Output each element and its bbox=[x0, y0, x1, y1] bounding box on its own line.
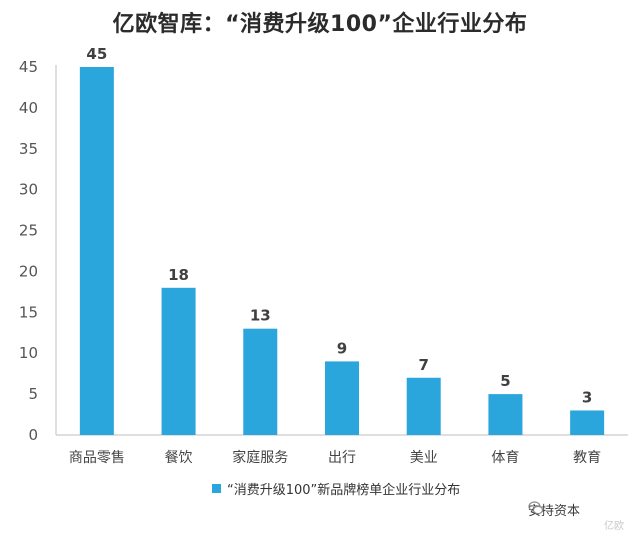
x-tick-label: 餐饮 bbox=[165, 450, 193, 466]
bar bbox=[488, 394, 523, 435]
x-tick-label: 商品零售 bbox=[69, 450, 125, 466]
bar bbox=[325, 361, 359, 435]
data-label: 3 bbox=[582, 388, 592, 406]
data-label: 45 bbox=[86, 45, 107, 63]
y-tick-label: 10 bbox=[19, 344, 38, 362]
chart-legend: “消费升级100”新品牌榜单企业行业分布 bbox=[212, 479, 460, 498]
chart-bars bbox=[79, 67, 605, 435]
x-tick-label: 出行 bbox=[328, 450, 356, 466]
x-tick-label: 美业 bbox=[410, 450, 438, 466]
chart-labels: 45 商品零售 18 餐饮 13 家庭服务 9 出行 7 美业 5 体育 3 教育 bbox=[69, 45, 601, 466]
y-tick-label: 0 bbox=[28, 426, 38, 444]
y-tick-label: 5 bbox=[28, 385, 38, 403]
y-tick-label: 20 bbox=[19, 262, 38, 280]
wechat-icon bbox=[528, 501, 544, 515]
y-tick-label: 30 bbox=[19, 181, 38, 199]
data-label: 18 bbox=[168, 266, 189, 284]
y-tick-label: 40 bbox=[19, 99, 38, 117]
bar bbox=[161, 287, 196, 435]
y-tick-label: 25 bbox=[19, 222, 38, 240]
watermark-sub: 亿欧 bbox=[604, 521, 624, 532]
data-label: 5 bbox=[500, 372, 510, 390]
chart-title: 亿欧智库：“消费升级100”企业行业分布 bbox=[112, 12, 528, 37]
x-tick-label: 体育 bbox=[491, 450, 519, 466]
y-tick-label: 45 bbox=[19, 58, 38, 76]
bar bbox=[406, 377, 441, 435]
bar bbox=[243, 328, 278, 435]
y-tick-label: 35 bbox=[19, 140, 38, 158]
data-label: 7 bbox=[418, 356, 428, 374]
x-tick-label: 教育 bbox=[573, 450, 601, 466]
y-tick-label: 15 bbox=[19, 303, 38, 321]
bar bbox=[79, 67, 114, 435]
data-label: 9 bbox=[337, 339, 347, 357]
data-label: 13 bbox=[250, 307, 271, 325]
legend-swatch bbox=[212, 484, 221, 493]
legend-label: “消费升级100”新品牌榜单企业行业分布 bbox=[227, 483, 461, 498]
watermark: 安持资本 bbox=[528, 500, 580, 519]
bar bbox=[570, 410, 605, 435]
x-tick-label: 家庭服务 bbox=[232, 449, 288, 466]
